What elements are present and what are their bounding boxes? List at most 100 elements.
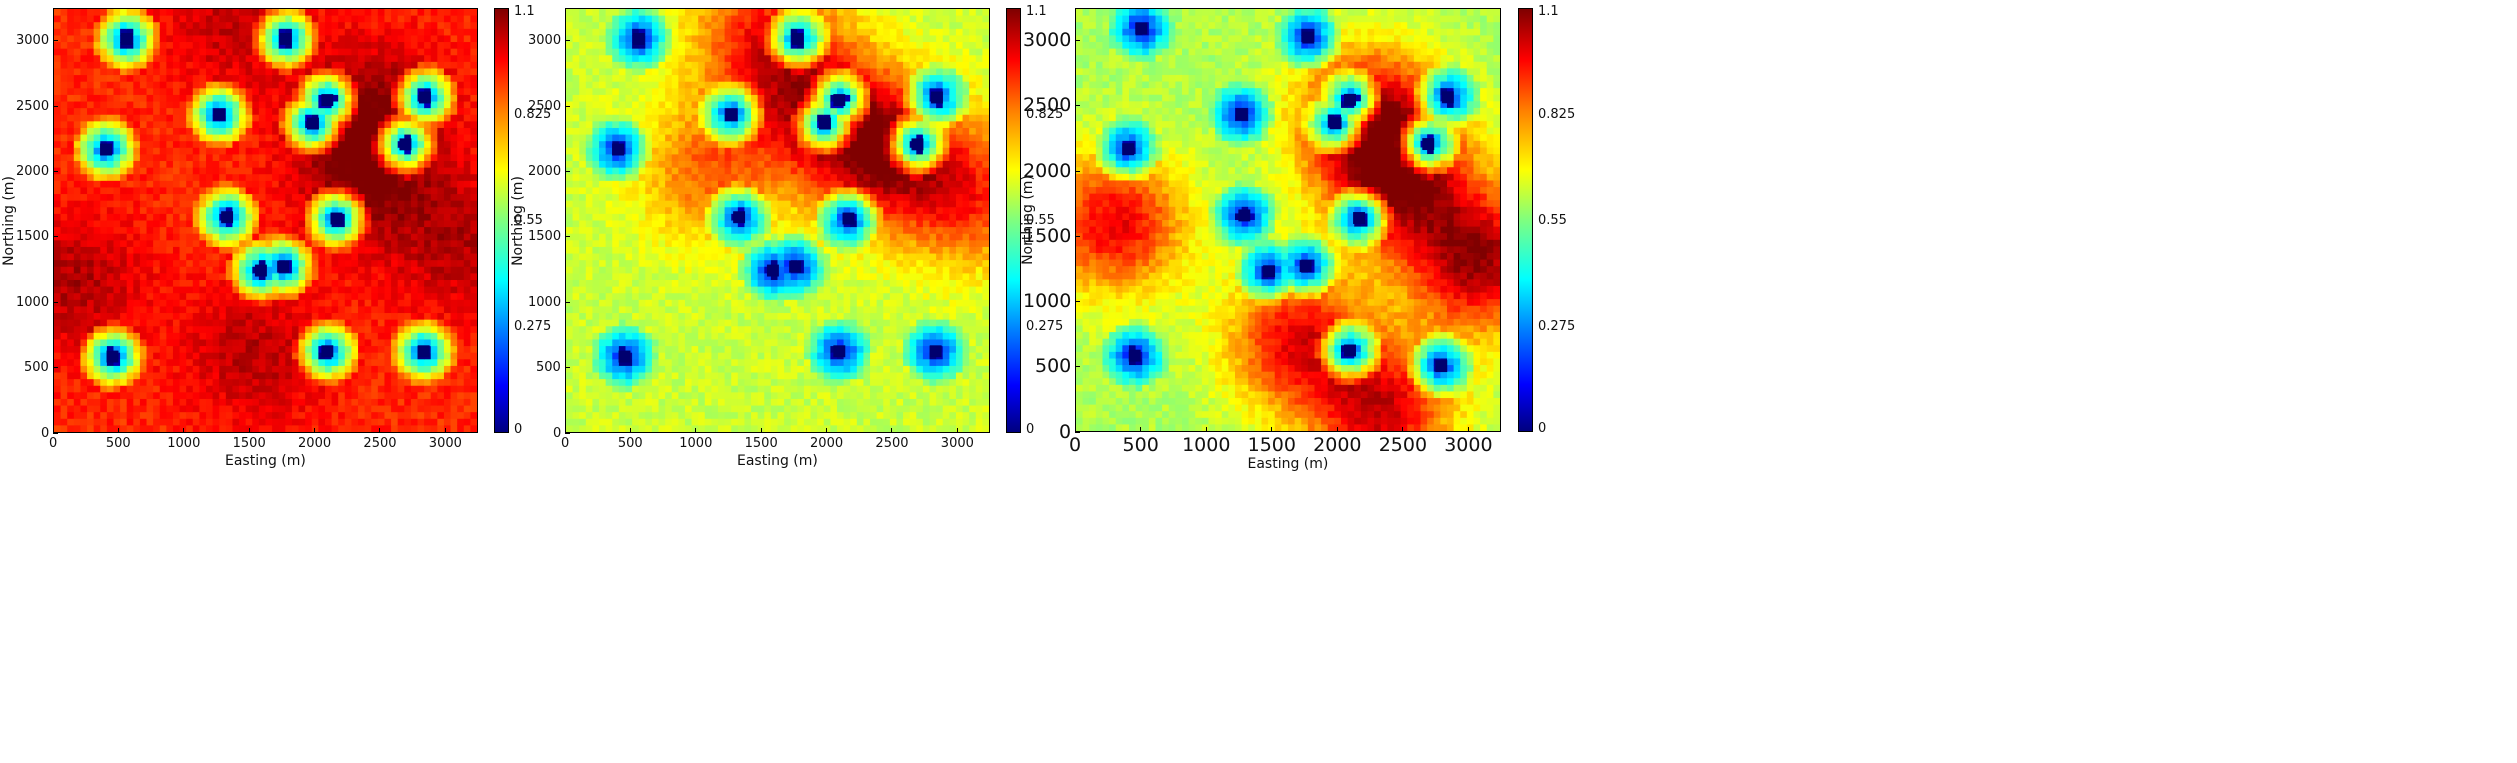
heatmap-cell [245, 319, 253, 327]
heatmap-cell [638, 121, 646, 129]
heatmap-cell [232, 418, 240, 426]
heatmap-cell [73, 379, 82, 387]
heatmap-cell [324, 227, 333, 235]
heatmap-cell [87, 352, 95, 360]
heatmap-cell [443, 359, 452, 367]
heatmap-cell [219, 154, 227, 162]
heatmap-cell [252, 359, 260, 367]
heatmap-cell [179, 253, 187, 261]
heatmap-cell [358, 121, 366, 129]
heatmap-cell [278, 418, 286, 426]
heatmap-cell [338, 207, 346, 215]
heatmap-cell [252, 68, 260, 76]
heatmap-cell [599, 174, 607, 182]
heatmap-cell [391, 299, 399, 308]
heatmap-cell [391, 101, 399, 109]
heatmap-cell [225, 167, 234, 175]
heatmap-cell [371, 48, 379, 56]
heatmap-cell [172, 15, 181, 23]
y-tick-mark [53, 105, 58, 107]
heatmap-cell [638, 266, 646, 274]
heatmap-cell [106, 365, 115, 374]
heatmap-cell [625, 61, 633, 70]
heatmap-cell [443, 55, 452, 63]
heatmap-cell [437, 94, 445, 103]
heatmap-cell [54, 346, 62, 354]
heatmap-cell [443, 207, 452, 215]
heatmap-cell [585, 101, 594, 109]
heatmap-cell [632, 22, 640, 30]
heatmap-cell [60, 266, 68, 274]
heatmap-cell [618, 313, 627, 321]
heatmap-cell [291, 425, 300, 432]
heatmap-cell [106, 332, 115, 341]
heatmap-cell [384, 55, 392, 63]
heatmap-cell [245, 207, 253, 215]
heatmap-cell [344, 9, 353, 17]
heatmap-cell [470, 101, 477, 109]
heatmap-cell [410, 253, 419, 261]
heatmap-cell [371, 55, 379, 63]
heatmap-cell [645, 15, 653, 23]
heatmap-cell [60, 213, 68, 222]
heatmap-cell [225, 141, 234, 149]
heatmap-cell [219, 28, 227, 37]
heatmap-cell [159, 233, 167, 241]
heatmap-cell [272, 213, 280, 222]
heatmap-cell [93, 81, 101, 89]
heatmap-cell [146, 286, 154, 294]
heatmap-cell [371, 22, 379, 30]
heatmap-cell [344, 15, 353, 23]
heatmap-cell [443, 299, 452, 308]
heatmap-cell [344, 412, 353, 420]
heatmap-cell [605, 213, 613, 222]
heatmap-cell [410, 61, 419, 70]
heatmap-cell [212, 194, 220, 202]
heatmap-cell [139, 372, 148, 380]
heatmap-cell [592, 81, 600, 89]
heatmap-cell [605, 141, 613, 149]
heatmap-cell [87, 293, 95, 301]
heatmap-cell [311, 240, 319, 248]
heatmap-cell [572, 253, 580, 261]
heatmap-cell [625, 339, 633, 347]
heatmap-cell [139, 154, 148, 162]
heatmap-cell [225, 313, 234, 321]
heatmap-cell [126, 313, 134, 321]
heatmap-cell [199, 81, 207, 89]
heatmap-cell [278, 200, 286, 208]
heatmap-cell [437, 332, 445, 341]
heatmap-cell [331, 68, 339, 76]
heatmap-cell [67, 266, 75, 274]
heatmap-cell [397, 299, 405, 308]
heatmap-cell [599, 61, 607, 70]
heatmap-cell [585, 81, 594, 89]
heatmap-cell [371, 207, 379, 215]
heatmap-cell [153, 392, 161, 400]
heatmap-cell [358, 9, 366, 17]
heatmap-cell [285, 127, 293, 136]
heatmap-cell [625, 167, 633, 175]
heatmap-cell [126, 161, 134, 169]
heatmap-cell [391, 279, 399, 288]
heatmap-cell [618, 398, 627, 407]
heatmap-cell [579, 180, 587, 189]
heatmap-cell [424, 68, 432, 76]
heatmap-cell [212, 61, 220, 70]
heatmap-cell [391, 28, 399, 37]
heatmap-cell [278, 273, 286, 281]
heatmap-cell [60, 81, 68, 89]
heatmap-cell [632, 28, 640, 37]
heatmap-cell [651, 88, 660, 96]
heatmap-cell [305, 35, 313, 43]
heatmap-cell [113, 339, 121, 347]
heatmap-cell [599, 134, 607, 142]
heatmap-cell [305, 246, 313, 255]
heatmap-cell [139, 108, 148, 116]
heatmap-cell [212, 174, 220, 182]
heatmap-cell [377, 167, 386, 175]
heatmap-cell [344, 246, 353, 255]
heatmap-cell [153, 233, 161, 241]
heatmap-cell [364, 35, 372, 43]
heatmap-cell [358, 22, 366, 30]
